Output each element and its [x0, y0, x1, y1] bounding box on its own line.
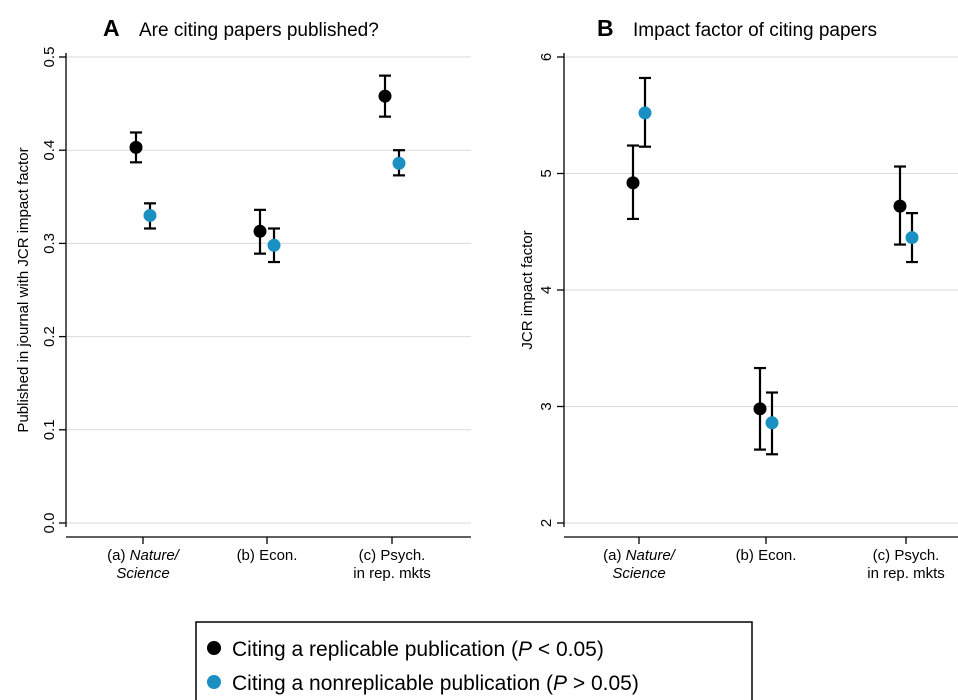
x-tick-label: (b) Econ.: [237, 547, 298, 564]
x-tick-label-line2: in rep. mkts: [867, 565, 945, 582]
panel-a-letter: A: [103, 15, 120, 41]
data-point-nonreplicable: [765, 416, 779, 430]
data-point-nonreplicable: [905, 231, 919, 245]
panel-a-header: A Are citing papers published?: [103, 15, 379, 41]
data-point-replicable: [893, 199, 907, 213]
legend: Citing a replicable publication (P < 0.0…: [195, 621, 753, 700]
data-point-replicable: [753, 402, 767, 416]
panel-b-letter: B: [597, 15, 614, 41]
data-point-replicable: [253, 224, 267, 238]
panel-b-header: B Impact factor of citing papers: [597, 15, 877, 41]
data-point-nonreplicable: [392, 156, 406, 170]
y-tick-label: 2: [538, 519, 555, 527]
y-tick-label: 0.4: [41, 140, 58, 161]
y-tick-label: 5: [538, 169, 555, 177]
data-point-replicable: [129, 140, 143, 154]
x-tick-label: (a) Nature/: [107, 547, 181, 564]
y-tick-label: 0.0: [41, 513, 58, 534]
legend-item-nonreplicable: Citing a nonreplicable publication (P > …: [207, 672, 639, 695]
y-tick-label: 6: [538, 53, 555, 61]
y-axis-title: Published in journal with JCR impact fac…: [15, 147, 32, 432]
y-tick-label: 0.1: [41, 419, 58, 440]
x-tick-label: (c) Psych.: [359, 547, 426, 564]
x-tick-label: (c) Psych.: [873, 547, 940, 564]
legend-box: [195, 621, 753, 700]
x-tick-label-line2: in rep. mkts: [353, 565, 431, 582]
x-tick-label-line2: Science: [612, 565, 665, 582]
x-tick-label-line2: Science: [116, 565, 169, 582]
panel-b-plot: 2 3 4 5 6 JCR impact factor (a) Nature/Science…: [519, 53, 958, 582]
panel-a-plot: 0.0 0.1 0.2 0.3 0.4 0.5 Published in journal w…: [15, 47, 471, 582]
panel-a-title: Are citing papers published?: [139, 20, 379, 41]
x-tick-label: (b) Econ.: [736, 547, 797, 564]
y-tick-label: 4: [538, 286, 555, 294]
panel-b-title: Impact factor of citing papers: [633, 20, 877, 41]
y-tick-label: 3: [538, 402, 555, 410]
data-point-nonreplicable: [267, 238, 281, 252]
y-tick-label: 0.5: [41, 47, 58, 68]
data-point-replicable: [378, 89, 392, 103]
data-point-replicable: [626, 176, 640, 190]
y-tick-label: 0.2: [41, 326, 58, 347]
y-tick-label: 0.3: [41, 233, 58, 254]
legend-label-replicable: Citing a replicable publication (P < 0.0…: [232, 638, 604, 661]
legend-label-nonreplicable: Citing a nonreplicable publication (P > …: [232, 672, 639, 695]
legend-item-replicable: Citing a replicable publication (P < 0.0…: [207, 638, 604, 661]
y-axis-title: JCR impact factor: [519, 230, 536, 349]
legend-marker-black: [207, 641, 221, 655]
x-tick-label: (a) Nature/: [603, 547, 677, 564]
data-point-nonreplicable: [143, 208, 157, 222]
legend-marker-blue: [207, 675, 221, 689]
data-point-nonreplicable: [638, 106, 652, 120]
